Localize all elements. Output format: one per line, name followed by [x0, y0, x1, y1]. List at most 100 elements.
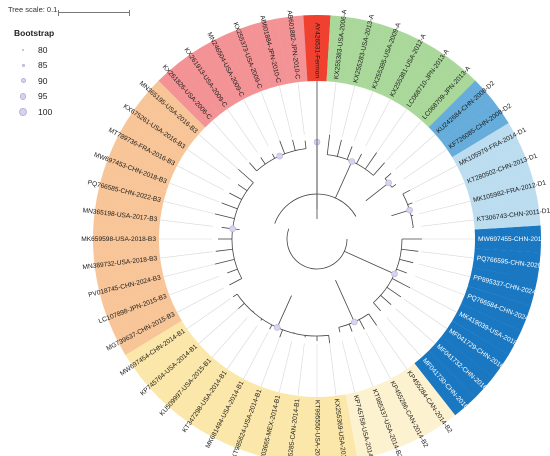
leaf-branch — [238, 169, 254, 183]
leaf-branch — [215, 248, 233, 252]
leaf-branch — [373, 162, 385, 176]
clade-segment — [93, 198, 162, 230]
legend-item: 95 — [8, 89, 54, 105]
leaf-guide — [365, 98, 391, 147]
leaf-guide — [160, 251, 213, 259]
internal-branch — [365, 182, 389, 202]
clade-segment — [277, 394, 308, 456]
clade-segment — [345, 18, 384, 89]
leaf-branch — [232, 293, 238, 298]
leaf-branch — [221, 202, 238, 210]
clade-segment — [93, 248, 162, 280]
legend-dot — [19, 107, 27, 116]
clade-segment — [472, 198, 541, 230]
leaf-guide — [198, 134, 239, 170]
leaf-label: AY426531-Fermon — [313, 23, 320, 79]
clade-segment — [414, 62, 476, 128]
leaf-guide — [353, 337, 374, 387]
clade-segment — [345, 389, 384, 456]
leaf-guide — [341, 85, 356, 138]
leaf-guide — [260, 91, 281, 141]
leaf-guide — [395, 308, 436, 344]
legend-label: 90 — [38, 75, 48, 86]
leaf-guide — [163, 263, 216, 278]
leaf-guide — [297, 82, 305, 135]
leaf-guide — [418, 263, 471, 278]
leaf-branch — [346, 146, 353, 160]
leaf-branch — [328, 335, 331, 344]
bootstrap-legend: Bootstrap 80 85 90 95 100 — [8, 28, 54, 120]
leaf-guide — [329, 343, 337, 396]
leaf-label: MK659598-USA-2018-B3 — [81, 236, 156, 243]
leaf-branch — [402, 189, 411, 195]
leaf-branch — [373, 302, 381, 312]
leaf-branch — [260, 157, 266, 165]
legend-label: 100 — [38, 106, 53, 117]
bootstrap-node — [276, 152, 283, 160]
leaf-branch — [249, 162, 257, 172]
leaf-guide — [297, 343, 305, 396]
clade-segment — [441, 320, 509, 378]
leaf-branch — [279, 140, 286, 155]
clade-segment — [326, 15, 358, 84]
clade-segment — [414, 350, 476, 416]
leaf-branch — [401, 248, 419, 252]
root-arc — [274, 193, 357, 224]
leaf-branch — [326, 134, 331, 155]
clade-segment — [276, 15, 308, 84]
leaf-branch — [358, 319, 365, 330]
clade-segment — [96, 267, 167, 306]
leaf-branch — [407, 202, 413, 205]
leaf-guide — [376, 108, 408, 153]
leaf-guide — [329, 82, 337, 135]
leaf-guide — [418, 200, 471, 215]
bootstrap-node — [229, 225, 236, 233]
leaf-guide — [169, 182, 219, 203]
leaf-guide — [403, 148, 448, 180]
leaf-branch — [292, 139, 296, 151]
leaf-branch — [392, 278, 411, 289]
clade-segment — [398, 363, 456, 431]
clade-segment — [103, 285, 173, 332]
leaf-guide — [353, 91, 374, 141]
leaf-guide — [365, 331, 391, 380]
leaf-branch — [386, 286, 402, 298]
clade-segment — [201, 374, 253, 444]
legend-dot — [21, 63, 25, 67]
leaf-guide — [409, 165, 458, 191]
leaf-branch — [384, 173, 392, 179]
clade-segment — [428, 336, 494, 398]
legend-items: 80 85 90 95 100 — [8, 42, 54, 120]
legend-item: 80 — [8, 42, 54, 58]
leaf-guide — [226, 108, 258, 153]
clade-segment — [303, 14, 331, 82]
leaf-branch — [238, 303, 245, 309]
clade-segment — [178, 363, 236, 431]
leaf-branch — [396, 268, 407, 274]
clade-segment — [452, 123, 522, 175]
leaf-branch — [229, 278, 242, 286]
leaf-guide — [421, 219, 474, 227]
internal-branch — [335, 161, 353, 199]
clade-segment — [125, 100, 193, 158]
clade-segment — [250, 389, 289, 456]
leaf-branch — [338, 327, 341, 333]
leaf-guide — [163, 200, 216, 215]
clade-segment — [363, 25, 410, 95]
leaf-branch — [237, 184, 248, 192]
leaf-guide — [226, 325, 258, 370]
bootstrap-node — [391, 270, 398, 278]
leaf-guide — [386, 317, 422, 358]
bootstrap-node — [385, 179, 392, 187]
clade-segment — [158, 350, 220, 416]
clade-segment — [461, 146, 531, 193]
leaf-guide — [176, 165, 225, 191]
internal-branch — [344, 250, 395, 275]
clade-segment — [472, 248, 541, 280]
clade-segment — [474, 225, 541, 253]
leaf-guide — [403, 298, 448, 330]
clade-segment — [467, 172, 538, 211]
clade-segment — [125, 320, 193, 378]
bootstrap-node — [351, 318, 358, 326]
leaf-branch — [269, 324, 273, 330]
